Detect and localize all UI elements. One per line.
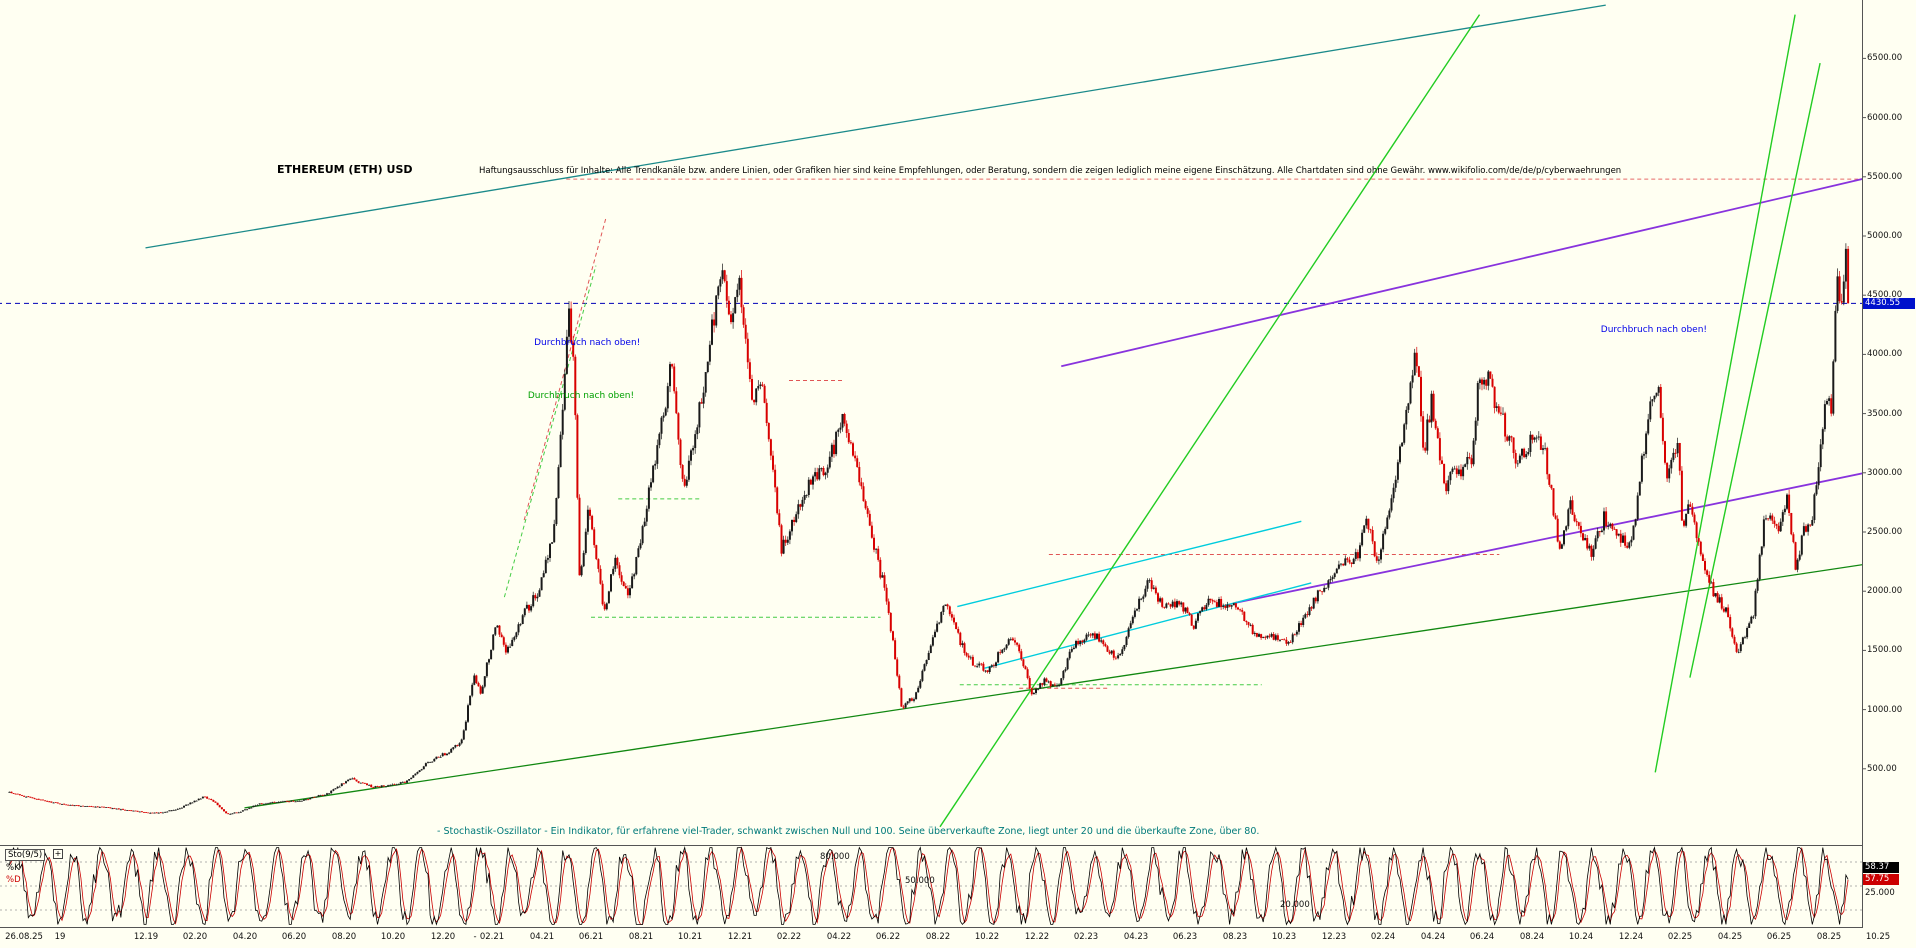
stochastic-k-value: 58.37 [1863, 862, 1899, 873]
price-axis [1862, 0, 1863, 928]
disclaimer-text: Haftungsausschluss für Inhalte: Alle Tre… [479, 166, 1622, 176]
chart-title: ETHEREUM (ETH) USD [277, 163, 413, 176]
current-price-label: 4430.55 [1863, 298, 1915, 309]
stochastic-d-label: %D [6, 875, 21, 885]
stochastic-k-label: %K [6, 863, 20, 873]
stochastic-d-value: 57.75 [1863, 874, 1899, 885]
indicator-note: - Stochastik-Oszillator - Ein Indikator,… [437, 826, 1260, 837]
expand-icon[interactable]: + [53, 849, 63, 859]
pane-separator [0, 845, 1862, 846]
stochastic-indicator-label[interactable]: Sto(9/5) [5, 849, 46, 861]
pane-separator [0, 927, 1862, 928]
stochastic-scale-value: 25.000 [1865, 888, 1895, 898]
